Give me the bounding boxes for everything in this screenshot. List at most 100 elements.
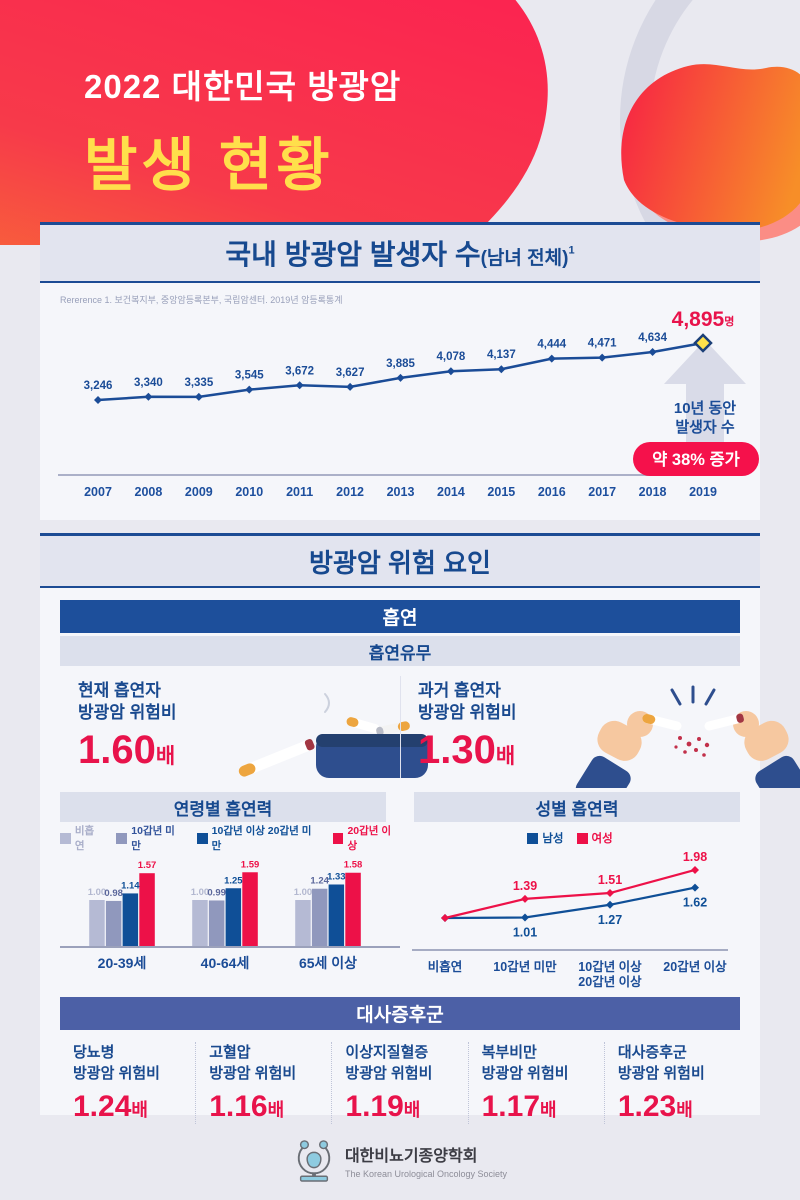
svg-text:0.99: 0.99 <box>207 887 226 898</box>
apple-blob <box>621 64 800 232</box>
svg-text:20갑년 이상: 20갑년 이상 <box>578 974 642 989</box>
breaking-cigarette-illustration <box>575 685 800 788</box>
svg-text:1.00: 1.00 <box>294 887 313 898</box>
svg-text:1.00: 1.00 <box>191 887 210 898</box>
svg-text:4,444: 4,444 <box>537 339 566 351</box>
legend-swatch <box>196 832 208 844</box>
legend-label: 비흡연 <box>74 825 95 852</box>
gender-smoking-line-chart: 1.01 1.27 1.62 1.39 1.51 1.98 비흡연 10갑년 미만 10갑년 이… <box>412 850 728 989</box>
metabolic-item-label: 방광암 위험비 <box>73 1065 160 1082</box>
ashtray-cigarette-illustration <box>238 693 428 778</box>
metabolic-item-name: 당뇨병 <box>73 1044 115 1061</box>
footer: 대한비뇨기종양학회 The Korean Urological Oncology… <box>0 1136 800 1184</box>
reference-note: Rererence 1. 보건복지부, 중앙암등록본부, 국립암센터. 2019… <box>60 295 343 305</box>
legend-item: 10갑년 미만 <box>116 823 183 853</box>
svg-text:발생자 수: 발생자 수 <box>675 419 735 436</box>
past-smoker-unit: 배 <box>495 744 516 768</box>
metabolic-item: 복부비만 방광암 위험비 1.17배 <box>467 1042 604 1124</box>
svg-text:1.14: 1.14 <box>121 880 140 891</box>
metabolic-band: 대사증후군 <box>60 997 740 1030</box>
past-smoker-value: 1.30배 <box>418 729 568 771</box>
current-smoker-label-line1: 현재 흡연자 <box>78 681 161 700</box>
svg-text:3,627: 3,627 <box>336 367 365 379</box>
svg-text:4,471: 4,471 <box>588 338 617 350</box>
past-smoker-label-line1: 과거 흡연자 <box>418 681 501 700</box>
metabolic-item-unit: 배 <box>676 1100 693 1120</box>
svg-text:10년 동안: 10년 동안 <box>674 399 736 417</box>
metabolic-item-value: 1.24배 <box>73 1090 195 1124</box>
svg-text:3,545: 3,545 <box>235 370 264 382</box>
svg-text:10갑년 미만: 10갑년 미만 <box>493 959 557 974</box>
legend-swatch <box>60 832 71 844</box>
current-smoker-value: 1.60배 <box>78 729 228 771</box>
svg-text:1.33: 1.33 <box>327 871 346 882</box>
svg-text:20갑년 이상: 20갑년 이상 <box>663 959 727 974</box>
age-chart-title-band: 연령별 흡연력 <box>60 792 386 822</box>
svg-text:40-64세: 40-64세 <box>201 955 250 971</box>
header-red-blob <box>0 0 548 245</box>
metabolic-item-number: 1.23 <box>617 1090 677 1123</box>
metabolic-item-number: 1.16 <box>209 1090 268 1123</box>
metabolic-item: 대사증후군 방광암 위험비 1.23배 <box>603 1042 740 1124</box>
metabolic-item-value: 1.16배 <box>209 1090 331 1124</box>
svg-text:2014: 2014 <box>437 485 465 499</box>
svg-text:4,137: 4,137 <box>487 349 516 361</box>
legend-item: 여성 <box>576 830 613 846</box>
legend-item: 10갑년 이상 20갑년 미만 <box>196 823 320 853</box>
incidence-title-paren: (남녀 전체) <box>480 248 569 269</box>
metabolic-items-row: 당뇨병 방광암 위험비 1.24배 고혈압 방광암 위험비 1.16배 이상지질혈증 방광암 … <box>60 1030 740 1124</box>
legend-label: 여성 <box>591 833 613 845</box>
svg-text:2017: 2017 <box>588 485 616 499</box>
metabolic-item-value: 1.19배 <box>345 1090 467 1124</box>
metabolic-item-value: 1.17배 <box>482 1090 604 1124</box>
legend-label: 남성 <box>542 833 564 845</box>
svg-text:1.39: 1.39 <box>513 879 537 893</box>
gender-chart-legend: 남성 여성 <box>400 829 740 847</box>
svg-text:0.98: 0.98 <box>104 888 123 899</box>
risk-section-title: 방광암 위험 요인 <box>309 547 491 578</box>
metabolic-item: 고혈압 방광암 위험비 1.16배 <box>195 1042 331 1124</box>
svg-text:1.51: 1.51 <box>598 873 622 887</box>
incidence-card: 국내 방광암 발생자 수(남녀 전체)1 Rererence 1. 보건복지부,… <box>40 222 760 520</box>
svg-text:3,246: 3,246 <box>84 380 113 392</box>
svg-text:2016: 2016 <box>538 485 566 499</box>
legend-item: 비흡연 <box>60 823 103 853</box>
svg-text:3,672: 3,672 <box>285 365 314 377</box>
past-smoker-number: 1.30 <box>418 727 496 772</box>
metabolic-item-name: 고혈압 <box>209 1044 251 1061</box>
metabolic-item: 이상지질혈증 방광암 위험비 1.19배 <box>331 1042 467 1124</box>
metabolic-item-unit: 배 <box>403 1100 421 1120</box>
svg-text:2013: 2013 <box>387 485 415 499</box>
incidence-title-main: 국내 방광암 발생자 수 <box>225 239 481 270</box>
svg-text:1.01: 1.01 <box>513 926 537 940</box>
svg-text:3,335: 3,335 <box>184 377 213 389</box>
legend-item: 남성 <box>527 830 564 846</box>
svg-text:2007: 2007 <box>84 485 112 499</box>
metabolic-item-label: 방광암 위험비 <box>481 1065 569 1082</box>
svg-text:1.58: 1.58 <box>344 860 363 871</box>
svg-text:1.98: 1.98 <box>683 850 707 864</box>
header-background-art <box>0 0 800 245</box>
risk-card-banner: 방광암 위험 요인 <box>40 533 760 588</box>
svg-text:3,885: 3,885 <box>386 358 415 370</box>
risk-factors-card: 방광암 위험 요인 흡연 흡연유무 현재 흡연자 방광암 위험비 1.60배 <box>40 533 800 1124</box>
page-title-line1: 2022 대한민국 방광암 <box>84 68 402 105</box>
legend-swatch <box>527 832 539 844</box>
svg-text:20-39세: 20-39세 <box>98 955 147 971</box>
svg-text:1.62: 1.62 <box>683 896 707 910</box>
metabolic-item-unit: 배 <box>540 1100 557 1120</box>
page-title: 2022 대한민국 방광암 발생 현황 <box>84 60 401 202</box>
metabolic-item-label: 방광암 위험비 <box>617 1065 705 1082</box>
metabolic-item-number: 1.24 <box>73 1090 132 1123</box>
current-smoker-unit: 배 <box>155 744 176 768</box>
svg-text:1.25: 1.25 <box>224 875 243 886</box>
incidence-line-chart: 3,246 2007 3,340 2008 3,335 2009 3,545 2010 3,67… <box>58 308 759 499</box>
legend-swatch <box>576 832 588 844</box>
svg-text:3,340: 3,340 <box>134 377 163 389</box>
incidence-card-title: 국내 방광암 발생자 수(남녀 전체)1 <box>225 233 574 273</box>
page-title-line2: 발생 현황 <box>84 133 334 198</box>
svg-text:비흡연: 비흡연 <box>428 959 463 974</box>
smoking-status-band: 흡연유무 <box>60 636 740 666</box>
svg-text:2010: 2010 <box>235 485 263 499</box>
